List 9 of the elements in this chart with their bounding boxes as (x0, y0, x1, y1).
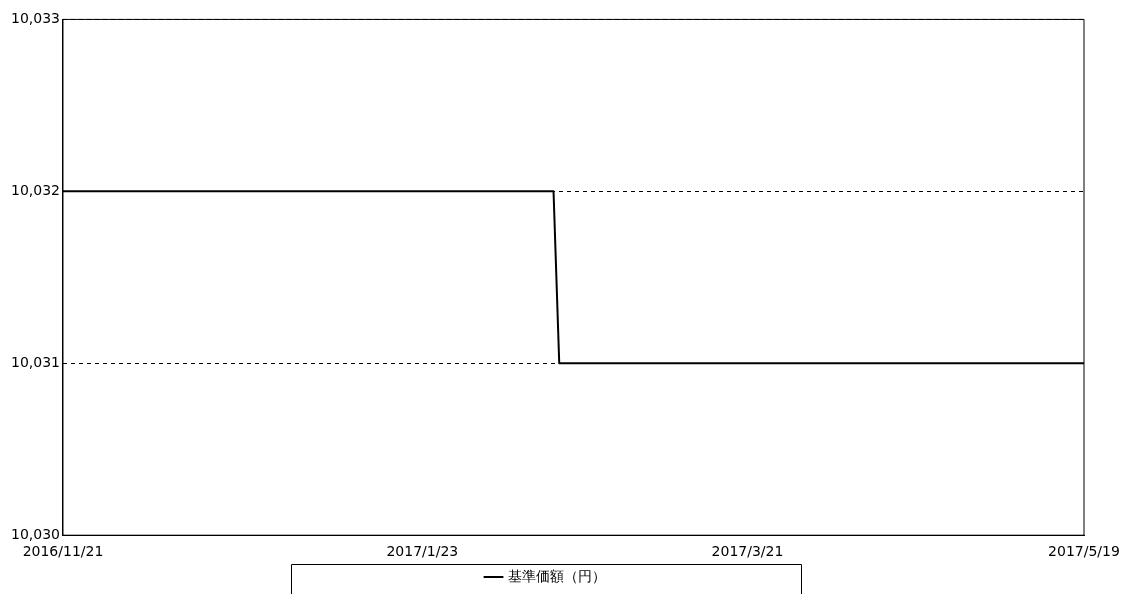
x-tick-label: 2017/3/21 (711, 543, 784, 560)
x-tick-label: 2017/1/23 (386, 543, 459, 560)
legend-label: 基準価額（円） (507, 567, 606, 584)
x-tick-label: 2017/5/19 (1048, 543, 1120, 560)
y-tick-label: 10,031 (10, 353, 60, 370)
x-tick-label: 2016/11/21 (22, 543, 104, 560)
y-tick-label: 10,032 (10, 181, 60, 198)
y-tick-label: 10,033 (10, 10, 60, 27)
y-tick-label: 10,030 (10, 525, 60, 542)
